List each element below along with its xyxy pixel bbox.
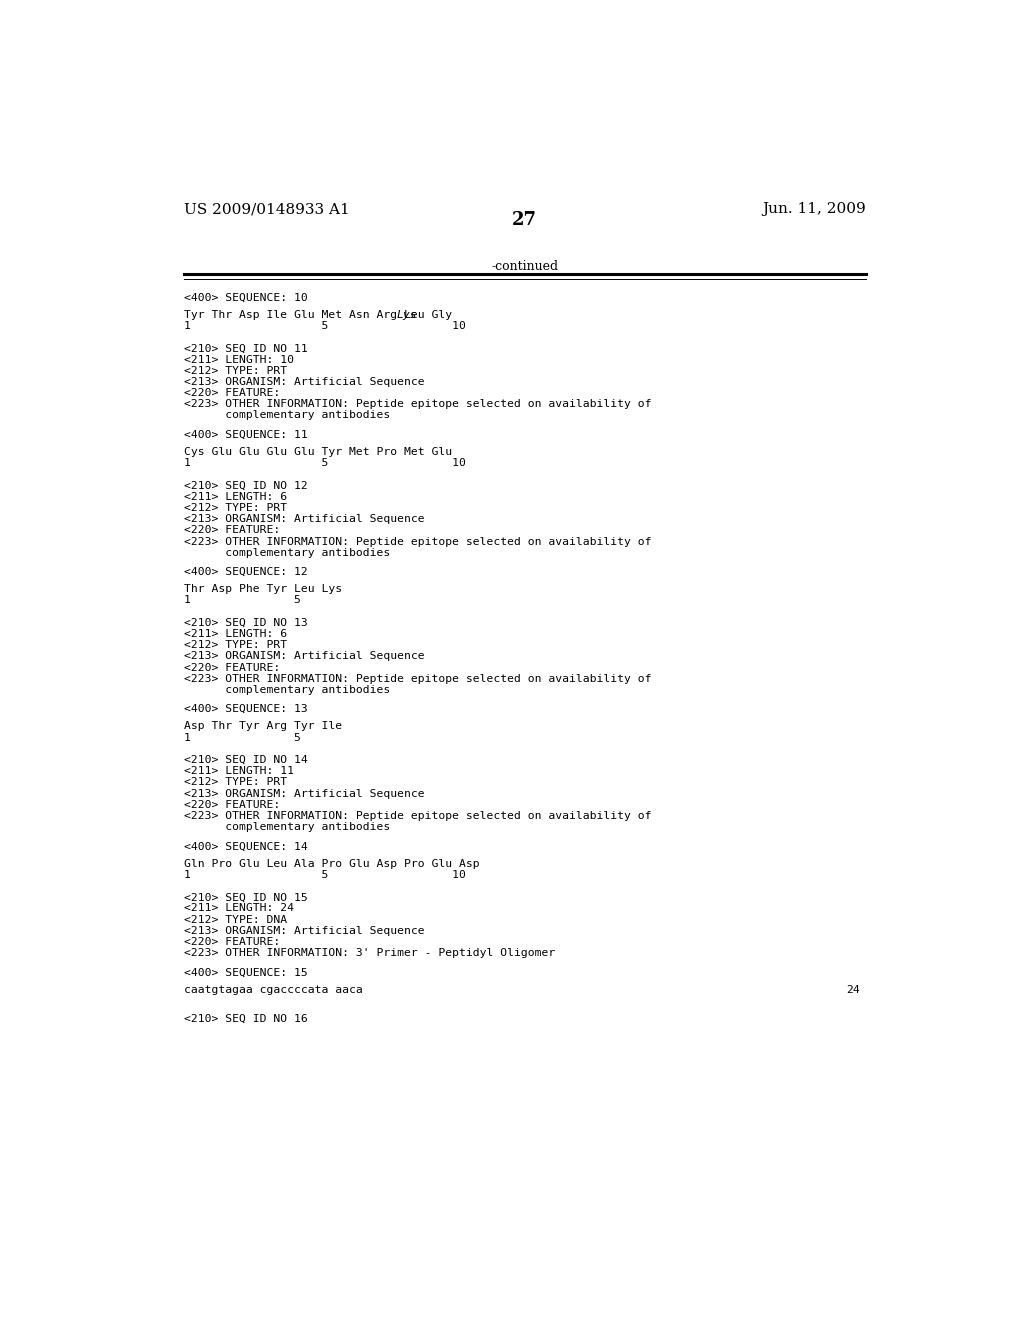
Text: Thr Asp Phe Tyr Leu Lys: Thr Asp Phe Tyr Leu Lys [183, 585, 342, 594]
Text: <211> LENGTH: 6: <211> LENGTH: 6 [183, 630, 287, 639]
Text: <210> SEQ ID NO 11: <210> SEQ ID NO 11 [183, 343, 307, 354]
Text: <400> SEQUENCE: 10: <400> SEQUENCE: 10 [183, 293, 307, 302]
Text: Cys Glu Glu Glu Glu Tyr Met Pro Met Glu: Cys Glu Glu Glu Glu Tyr Met Pro Met Glu [183, 447, 452, 457]
Text: <223> OTHER INFORMATION: Peptide epitope selected on availability of: <223> OTHER INFORMATION: Peptide epitope… [183, 810, 651, 821]
Text: <212> TYPE: PRT: <212> TYPE: PRT [183, 777, 287, 788]
Text: <211> LENGTH: 10: <211> LENGTH: 10 [183, 355, 294, 364]
Text: <212> TYPE: DNA: <212> TYPE: DNA [183, 915, 287, 924]
Text: caatgtagaa cgaccccata aaca: caatgtagaa cgaccccata aaca [183, 985, 362, 995]
Text: <210> SEQ ID NO 12: <210> SEQ ID NO 12 [183, 480, 307, 491]
Text: Tyr Thr Asp Ile Glu Met Asn Arg Leu Gly: Tyr Thr Asp Ile Glu Met Asn Arg Leu Gly [183, 310, 459, 319]
Text: <223> OTHER INFORMATION: Peptide epitope selected on availability of: <223> OTHER INFORMATION: Peptide epitope… [183, 399, 651, 409]
Text: <220> FEATURE:: <220> FEATURE: [183, 525, 280, 536]
Text: Asp Thr Tyr Arg Tyr Ile: Asp Thr Tyr Arg Tyr Ile [183, 722, 342, 731]
Text: <220> FEATURE:: <220> FEATURE: [183, 937, 280, 946]
Text: <400> SEQUENCE: 14: <400> SEQUENCE: 14 [183, 841, 307, 851]
Text: 1               5: 1 5 [183, 733, 300, 743]
Text: <210> SEQ ID NO 13: <210> SEQ ID NO 13 [183, 618, 307, 628]
Text: <210> SEQ ID NO 14: <210> SEQ ID NO 14 [183, 755, 307, 766]
Text: <400> SEQUENCE: 15: <400> SEQUENCE: 15 [183, 968, 307, 977]
Text: 27: 27 [512, 211, 538, 230]
Text: <210> SEQ ID NO 16: <210> SEQ ID NO 16 [183, 1014, 307, 1024]
Text: complementary antibodies: complementary antibodies [183, 411, 390, 421]
Text: <212> TYPE: PRT: <212> TYPE: PRT [183, 366, 287, 376]
Text: complementary antibodies: complementary antibodies [183, 685, 390, 694]
Text: <220> FEATURE:: <220> FEATURE: [183, 663, 280, 672]
Text: 1                   5                  10: 1 5 10 [183, 870, 466, 880]
Text: <211> LENGTH: 6: <211> LENGTH: 6 [183, 492, 287, 502]
Text: 24: 24 [846, 985, 860, 995]
Text: <210> SEQ ID NO 15: <210> SEQ ID NO 15 [183, 892, 307, 903]
Text: <400> SEQUENCE: 12: <400> SEQUENCE: 12 [183, 568, 307, 577]
Text: <213> ORGANISM: Artificial Sequence: <213> ORGANISM: Artificial Sequence [183, 378, 424, 387]
Text: <213> ORGANISM: Artificial Sequence: <213> ORGANISM: Artificial Sequence [183, 651, 424, 661]
Text: <220> FEATURE:: <220> FEATURE: [183, 388, 280, 399]
Text: Lys: Lys [396, 310, 418, 319]
Text: complementary antibodies: complementary antibodies [183, 548, 390, 557]
Text: <223> OTHER INFORMATION: Peptide epitope selected on availability of: <223> OTHER INFORMATION: Peptide epitope… [183, 536, 651, 546]
Text: Jun. 11, 2009: Jun. 11, 2009 [762, 202, 866, 216]
Text: <223> OTHER INFORMATION: 3' Primer - Peptidyl Oligomer: <223> OTHER INFORMATION: 3' Primer - Pep… [183, 948, 555, 958]
Text: <211> LENGTH: 11: <211> LENGTH: 11 [183, 766, 294, 776]
Text: <211> LENGTH: 24: <211> LENGTH: 24 [183, 903, 294, 913]
Text: <212> TYPE: PRT: <212> TYPE: PRT [183, 503, 287, 513]
Text: <400> SEQUENCE: 11: <400> SEQUENCE: 11 [183, 430, 307, 440]
Text: <223> OTHER INFORMATION: Peptide epitope selected on availability of: <223> OTHER INFORMATION: Peptide epitope… [183, 673, 651, 684]
Text: complementary antibodies: complementary antibodies [183, 822, 390, 832]
Text: <212> TYPE: PRT: <212> TYPE: PRT [183, 640, 287, 651]
Text: US 2009/0148933 A1: US 2009/0148933 A1 [183, 202, 349, 216]
Text: <213> ORGANISM: Artificial Sequence: <213> ORGANISM: Artificial Sequence [183, 925, 424, 936]
Text: <213> ORGANISM: Artificial Sequence: <213> ORGANISM: Artificial Sequence [183, 788, 424, 799]
Text: <213> ORGANISM: Artificial Sequence: <213> ORGANISM: Artificial Sequence [183, 515, 424, 524]
Text: <220> FEATURE:: <220> FEATURE: [183, 800, 280, 809]
Text: 1                   5                  10: 1 5 10 [183, 458, 466, 469]
Text: 1                   5                  10: 1 5 10 [183, 321, 466, 331]
Text: <400> SEQUENCE: 13: <400> SEQUENCE: 13 [183, 704, 307, 714]
Text: -continued: -continued [492, 260, 558, 273]
Text: Gln Pro Glu Leu Ala Pro Glu Asp Pro Glu Asp: Gln Pro Glu Leu Ala Pro Glu Asp Pro Glu … [183, 859, 479, 869]
Text: 1               5: 1 5 [183, 595, 300, 606]
